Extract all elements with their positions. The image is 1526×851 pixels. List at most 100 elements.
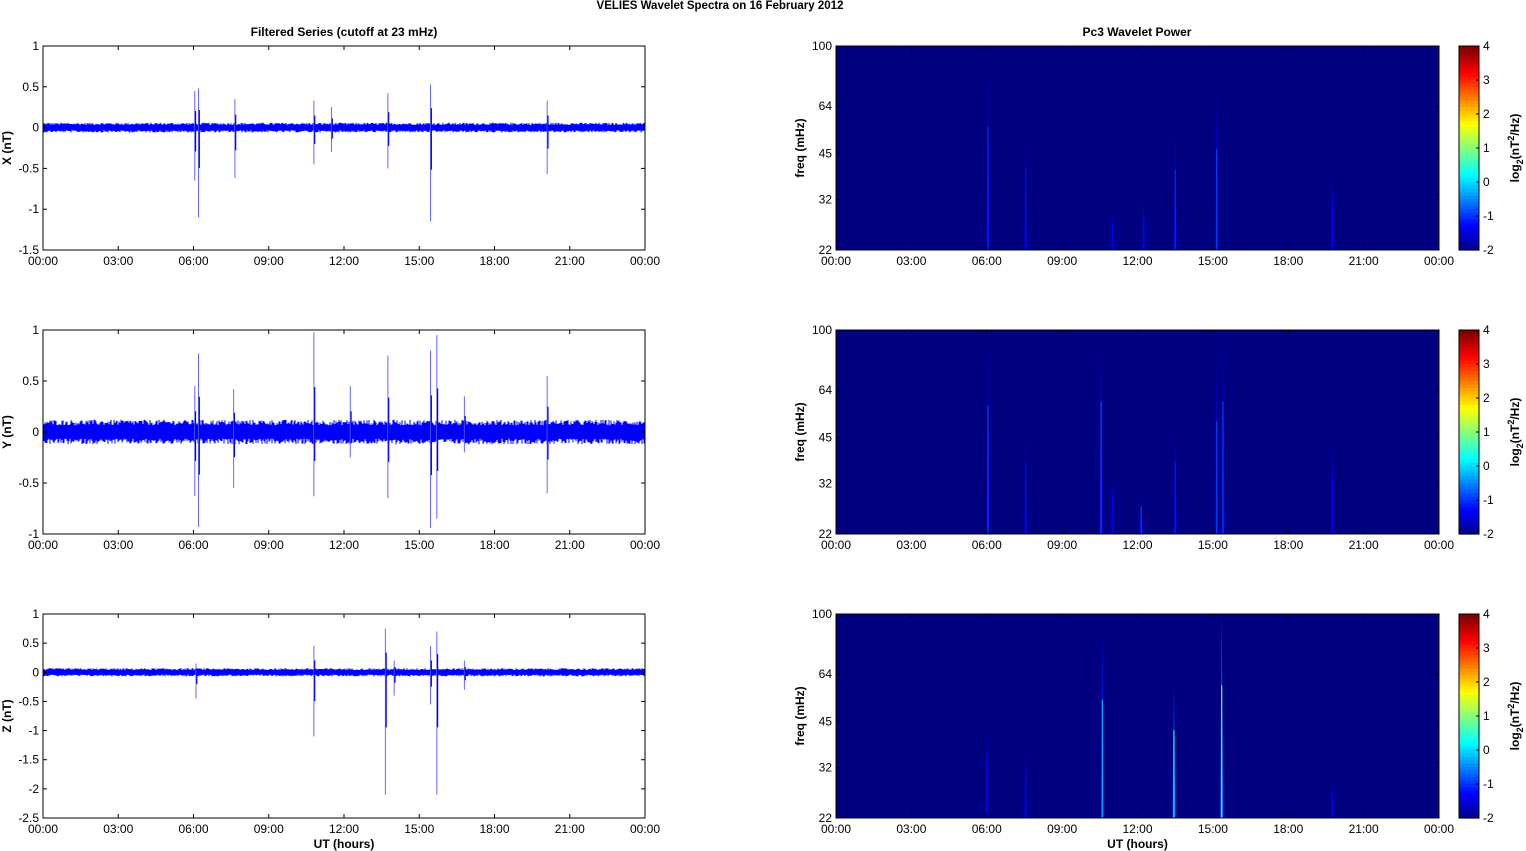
colorbar-segment — [1459, 188, 1479, 193]
colorbar-segment — [1459, 722, 1479, 727]
colorbar-segment — [1459, 178, 1479, 183]
colorbar-segment — [1459, 811, 1479, 816]
colorbar-segment — [1459, 688, 1479, 693]
y-tick-label: -1 — [28, 724, 39, 738]
colorbar-segment — [1459, 401, 1479, 406]
colorbar-segment — [1459, 637, 1479, 642]
colorbar-segment — [1459, 739, 1479, 744]
colorbar-segment — [1459, 158, 1479, 163]
colorbar-segment — [1459, 777, 1479, 782]
colorbar-segment — [1459, 117, 1479, 122]
colorbar-segment — [1459, 449, 1479, 453]
colorbar-segment — [1459, 364, 1479, 368]
colorbar-segment — [1459, 705, 1479, 710]
x-tick-label: 21:00 — [1349, 538, 1379, 552]
colorbar-segment — [1459, 790, 1479, 795]
y-tick-label: 1 — [32, 323, 39, 337]
x-tick-label: 18:00 — [1273, 254, 1303, 268]
colorbar-tick-label: 1 — [1483, 141, 1490, 155]
colorbar-label-part: 2 — [1515, 727, 1525, 732]
x-tick-label: 03:00 — [103, 254, 133, 268]
x-tick-label: 18:00 — [1273, 822, 1303, 836]
colorbar-tick-label: 0 — [1483, 459, 1490, 473]
x-tick-label: 21:00 — [555, 254, 585, 268]
colorbar-segment — [1459, 216, 1479, 220]
colorbar-label-part: 2 — [1506, 420, 1516, 425]
y-tick-label: 22 — [819, 527, 833, 541]
colorbar-segment — [1459, 330, 1479, 334]
colorbar-segment — [1459, 233, 1479, 237]
x-tick-label: 06:00 — [972, 254, 1002, 268]
colorbar-segment — [1459, 347, 1479, 351]
colorbar-segment — [1459, 209, 1479, 214]
colorbar-label-part: /Hz) — [1508, 682, 1522, 704]
x-tick-label: 12:00 — [329, 822, 359, 836]
colorbar-segment — [1459, 171, 1479, 176]
colorbar-segment — [1459, 52, 1479, 57]
colorbar-segment — [1459, 131, 1479, 135]
x-tick-label: 00:00 — [28, 822, 58, 836]
colorbar-segment — [1459, 787, 1479, 792]
colorbar-segment — [1459, 654, 1479, 659]
colorbar-segment — [1459, 763, 1479, 768]
colorbar-segment — [1459, 387, 1479, 392]
x-tick-label: 15:00 — [1198, 254, 1228, 268]
colorbar-segment — [1459, 425, 1479, 430]
colorbar-segment — [1459, 455, 1479, 460]
timeseries-panel: 10.50-0.5-100:00 03:00 06:00 09:00 12:00 15:0… — [0, 323, 660, 552]
x-tick-label: 00:00 — [28, 254, 58, 268]
y-tick-label: 64 — [819, 99, 833, 113]
colorbar-segment — [1459, 614, 1479, 618]
colorbar-segment — [1459, 801, 1479, 805]
spectrum-background — [836, 330, 1439, 534]
colorbar-segment — [1459, 127, 1479, 132]
x-tick-label: 06:00 — [972, 822, 1002, 836]
colorbar-label: log2(nT2/Hz) — [1506, 682, 1525, 751]
colorbar-segment — [1459, 161, 1479, 166]
colorbar-segment — [1459, 804, 1479, 809]
colorbar-tick-label: 3 — [1483, 357, 1490, 371]
colorbar-segment — [1459, 523, 1479, 528]
colorbar-segment — [1459, 137, 1479, 142]
right-column-title: Pc3 Wavelet Power — [1083, 25, 1192, 39]
colorbar-segment — [1459, 182, 1479, 186]
colorbar-segment — [1459, 520, 1479, 525]
colorbar-segment — [1459, 780, 1479, 785]
x-tick-label: 03:00 — [103, 822, 133, 836]
colorbar-segment — [1459, 69, 1479, 74]
colorbar-label: log2(nT2/Hz) — [1506, 114, 1525, 183]
colorbar-segment — [1459, 141, 1479, 146]
x-tick-label: 09:00 — [1047, 538, 1077, 552]
colorbar-segment — [1459, 814, 1479, 819]
colorbar-segment — [1459, 729, 1479, 734]
y-tick-label: -2.5 — [18, 811, 39, 825]
y-tick-label: 0 — [32, 665, 39, 679]
y-tick-label: 0.5 — [22, 80, 39, 94]
y-tick-label: -1.5 — [18, 753, 39, 767]
colorbar-segment — [1459, 100, 1479, 105]
y-tick-label: 32 — [819, 477, 833, 491]
colorbar-segment — [1459, 807, 1479, 812]
y-tick-label: 1 — [32, 39, 39, 53]
colorbar-segment — [1459, 770, 1479, 775]
plot-area — [43, 614, 645, 818]
colorbar-tick-label: 4 — [1483, 607, 1490, 621]
colorbar-segment — [1459, 459, 1479, 464]
plot-area — [43, 46, 645, 250]
colorbar-segment — [1459, 120, 1479, 125]
colorbar-segment — [1459, 428, 1479, 433]
colorbar-segment — [1459, 719, 1479, 724]
colorbar-segment — [1459, 374, 1479, 379]
colorbar-segment — [1459, 486, 1479, 491]
colorbar-segment — [1459, 63, 1479, 67]
colorbar-segment — [1459, 682, 1479, 686]
colorbar-label-part: (nT — [1508, 424, 1522, 443]
y-axis-label: Z (nT) — [0, 699, 14, 732]
colorbar-segment — [1459, 144, 1479, 149]
x-axis-label: UT (hours) — [1107, 837, 1168, 851]
x-tick-label: 21:00 — [555, 538, 585, 552]
x-tick-label: 00:00 — [1424, 254, 1454, 268]
